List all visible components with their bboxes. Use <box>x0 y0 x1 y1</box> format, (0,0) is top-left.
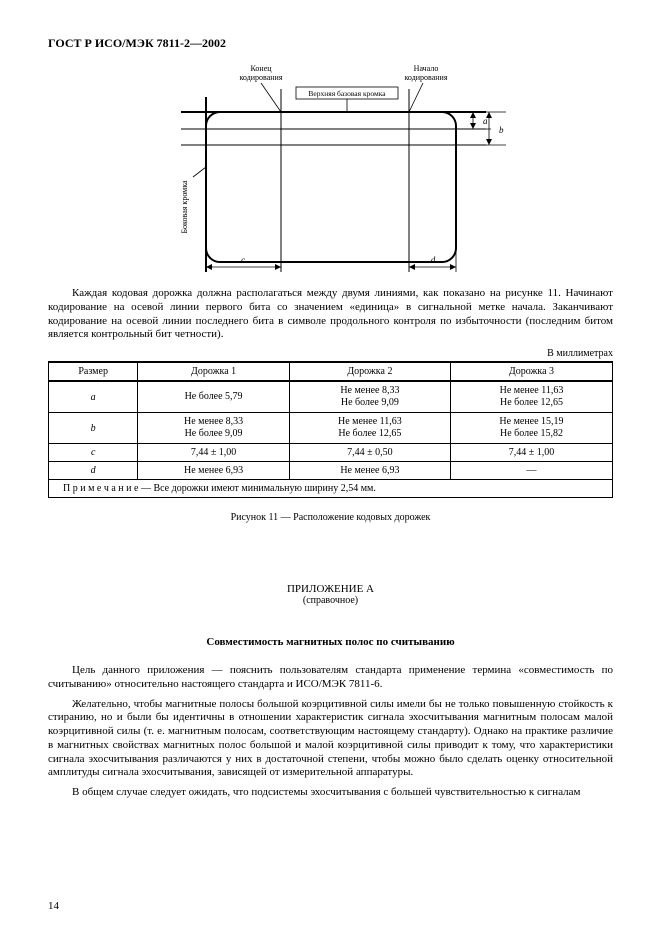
col-track1: Дорожка 1 <box>138 362 289 381</box>
svg-text:d: d <box>430 255 435 265</box>
svg-text:b: b <box>499 125 504 135</box>
units-label: В миллиметрах <box>48 348 613 359</box>
label-start-coding: Начало <box>413 64 438 73</box>
appendix-subtitle: (справочное) <box>48 595 613 606</box>
appendix-heading: Совместимость магнитных полос по считыва… <box>48 636 613 648</box>
table-row: c 7,44 ± 1,00 7,44 ± 0,50 7,44 ± 1,00 <box>49 444 613 462</box>
table-header-row: Размер Дорожка 1 Дорожка 2 Дорожка 3 <box>49 362 613 381</box>
svg-text:c: c <box>241 255 245 265</box>
appendix-para-1: Цель данного приложения — пояснить польз… <box>48 664 613 692</box>
svg-text:кодирования: кодирования <box>239 73 282 82</box>
label-left-edge: Боковая кромка <box>180 180 189 234</box>
figure-11-diagram: Конец кодирования Начало кодирования Вер… <box>48 57 613 277</box>
svg-text:кодирования: кодирования <box>404 73 447 82</box>
appendix-para-3: В общем случае следует ожидать, что подс… <box>48 786 613 800</box>
col-track3: Дорожка 3 <box>450 362 612 381</box>
label-top-edge: Верхняя базовая кромка <box>308 89 386 98</box>
paragraph-1: Каждая кодовая дорожка должна располагат… <box>48 287 613 342</box>
table-row: a Не более 5,79 Не менее 8,33Не более 9,… <box>49 381 613 413</box>
dim-b: b <box>486 112 504 145</box>
card-outline <box>206 112 456 262</box>
label-end-coding: Конец <box>250 64 272 73</box>
figure-caption: Рисунок 11 — Расположение кодовых дороже… <box>48 512 613 523</box>
table-row: d Не менее 6,93 Не менее 6,93 — <box>49 462 613 480</box>
page: ГОСТ Р ИСО/МЭК 7811-2—2002 Конец кодиров… <box>0 0 661 936</box>
document-code: ГОСТ Р ИСО/МЭК 7811-2—2002 <box>48 36 613 51</box>
table-note-row: П р и м е ч а н и е — Все дорожки имеют … <box>49 480 613 498</box>
table-row: b Не менее 8,33Не более 9,09 Не менее 11… <box>49 413 613 444</box>
dim-a: a <box>470 112 488 129</box>
col-track2: Дорожка 2 <box>289 362 450 381</box>
dimensions-table: Размер Дорожка 1 Дорожка 2 Дорожка 3 a Н… <box>48 361 613 498</box>
page-number: 14 <box>48 900 59 912</box>
appendix-para-2: Желательно, чтобы магнитные полосы больш… <box>48 698 613 781</box>
appendix-title: ПРИЛОЖЕНИЕ А <box>48 583 613 595</box>
col-size: Размер <box>49 362 138 381</box>
